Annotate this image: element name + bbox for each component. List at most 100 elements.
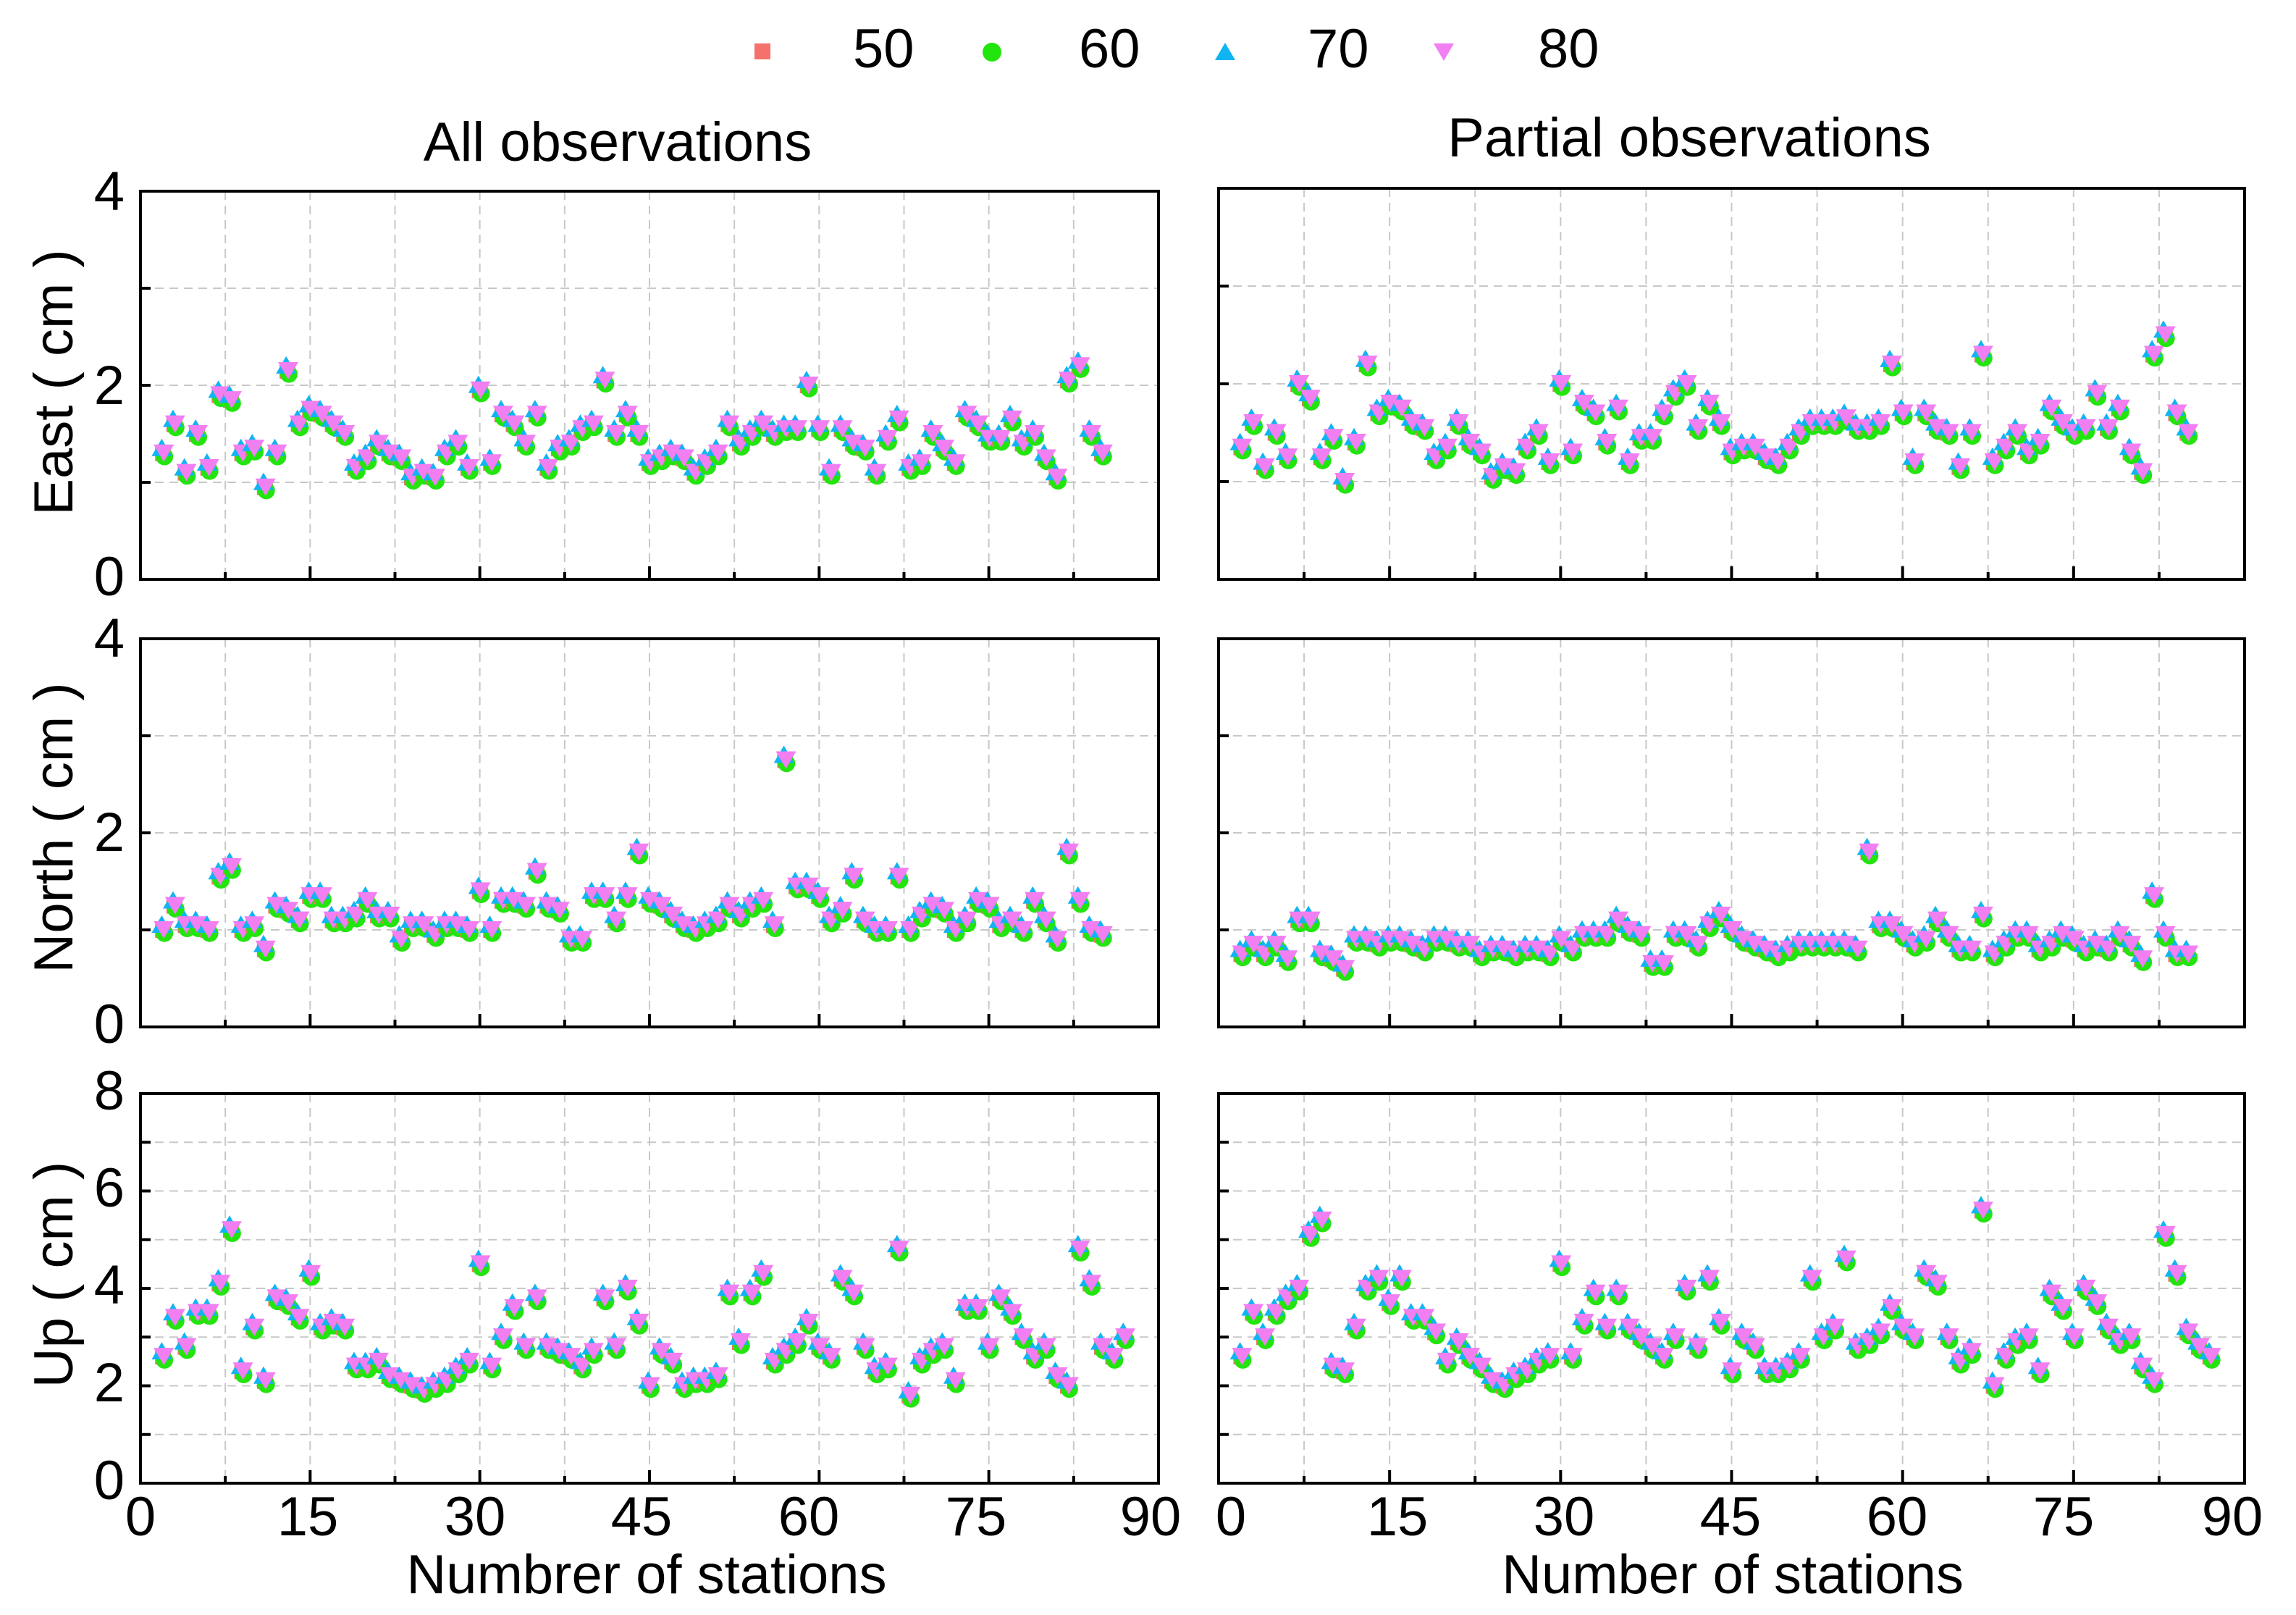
point-series-80 [255,1372,276,1390]
point-series-80 [810,887,830,905]
point-series-80 [798,1314,819,1332]
point-series-80 [1448,414,1469,432]
point-series-80 [1069,892,1090,910]
point-series-80 [2064,931,2085,949]
point-series-80 [1881,916,1902,934]
point-series-80 [1573,394,1594,412]
point-series-80 [402,1377,423,1395]
point-series-80 [1058,843,1079,861]
point-series-80 [549,902,570,920]
point-series-80 [1494,458,1515,476]
point-series-80 [844,435,865,453]
point-series-80 [2098,1318,2119,1336]
point-series-80 [198,920,219,939]
point-series-80 [2132,463,2153,481]
point-series-80 [560,435,581,453]
point-series-80 [854,911,875,929]
point-series-80 [1756,940,1777,958]
east-ytick-4: 4 [94,161,125,222]
point-series-80 [278,902,299,920]
point-series-80 [1081,1275,1102,1293]
point-series-80 [1733,1328,1754,1346]
point-series-80 [1893,926,1914,944]
point-series-80 [413,916,434,934]
point-series-80 [900,920,921,939]
point-series-80 [2075,419,2096,437]
point-series-80 [1266,1304,1287,1322]
point-series-80 [335,424,356,442]
point-series-80 [1927,911,1948,929]
point-series-80 [854,440,875,458]
point-series-80 [289,1309,310,1327]
point-series-80 [538,897,559,915]
point-series-80 [1676,1279,1697,1297]
point-series-80 [854,1338,875,1356]
point-series-80 [1859,843,1880,861]
left-xtick: 30 [445,1486,506,1548]
point-series-80 [266,1289,287,1307]
point-series-80 [526,406,547,424]
point-series-80 [210,1275,231,1293]
point-series-80 [188,916,209,934]
point-series-80 [2189,1338,2210,1356]
point-series-80 [1551,374,1572,393]
point-series-80 [979,1338,1000,1356]
point-series-80 [1722,1362,1743,1380]
point-series-80 [888,868,909,886]
point-series-80 [458,458,479,477]
point-series-80 [482,454,502,472]
point-series-80 [1904,1328,1925,1346]
point-series-80 [1092,1338,1113,1356]
panel-partial-north [1217,637,2246,1028]
point-series-80 [1047,469,1068,487]
point-series-80 [447,435,468,453]
point-series-80 [1608,911,1629,929]
point-series-80 [922,424,943,442]
point-series-80 [164,1309,185,1327]
point-series-80 [1323,950,1344,968]
point-series-80 [1232,1348,1253,1366]
point-series-80 [1984,453,2005,471]
point-series-80 [2143,887,2164,905]
point-series-80 [2053,1299,2074,1317]
point-series-80 [1881,355,1902,373]
point-series-80 [1403,414,1424,432]
point-series-80 [945,454,966,472]
point-series-80 [1300,911,1321,929]
point-series-80 [1893,404,1914,422]
point-series-80 [221,391,242,409]
point-series-80 [1608,399,1629,417]
point-series-80 [369,1352,390,1370]
point-series-80 [2053,414,2074,432]
legend-marker-80 [1434,43,1454,61]
point-series-80 [1243,414,1264,432]
point-series-80 [628,424,649,442]
point-series-80 [391,1372,412,1390]
point-series-80 [278,361,299,379]
point-series-80 [775,751,796,769]
panel-frame [1217,637,2246,1028]
point-series-80 [1426,1323,1447,1341]
right-xtick: 15 [1367,1486,1429,1548]
point-series-80 [1437,1352,1458,1370]
point-series-80 [2030,1362,2051,1380]
point-series-80 [1927,1275,1948,1293]
point-series-80 [1539,1348,1560,1366]
point-series-80 [357,892,378,910]
point-series-80 [244,440,265,458]
up-ytick-8: 8 [94,1060,125,1122]
point-series-80 [323,415,344,433]
point-series-80 [1767,453,1788,471]
point-series-80 [1790,1348,1811,1366]
point-series-80 [198,1304,219,1322]
point-series-80 [1025,892,1046,910]
point-series-80 [1835,409,1856,427]
point-series-80 [379,444,400,462]
point-series-80 [707,444,728,462]
right-xticks: 0 15 30 45 60 75 90 [1216,1486,2263,1548]
point-series-80 [820,1348,841,1366]
point-series-80 [1289,1279,1310,1297]
point-series-80 [458,920,479,939]
point-series-80 [1471,443,1492,461]
point-series-80 [1345,1318,1366,1336]
